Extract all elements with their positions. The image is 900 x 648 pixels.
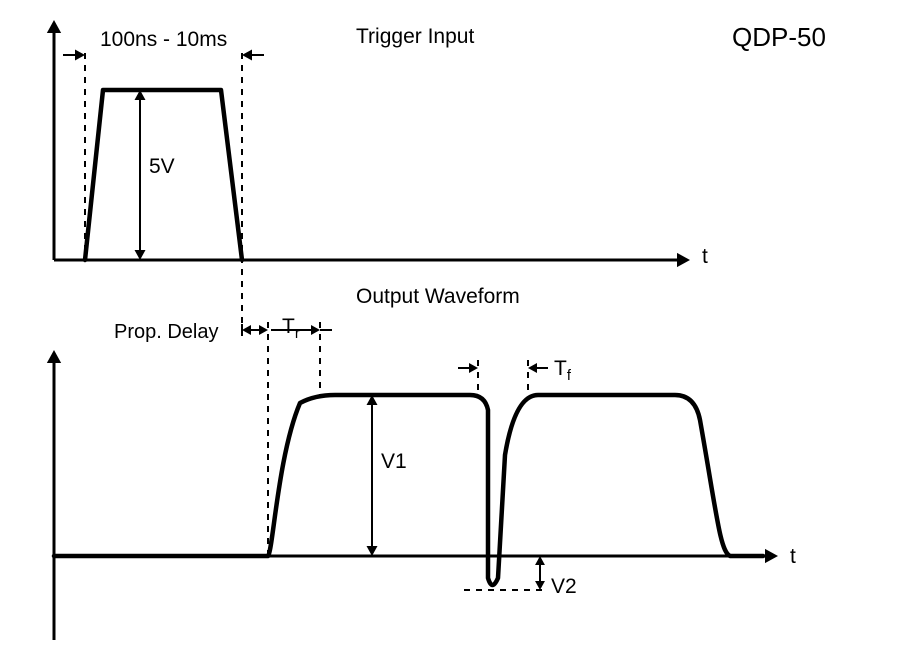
diagram-stage: Trigger Input QDP-50 100ns - 10ms 5V t O… bbox=[0, 0, 900, 648]
label-trigger-input: Trigger Input bbox=[356, 25, 474, 49]
label-output-waveform: Output Waveform bbox=[356, 285, 520, 309]
label-tf: Tf bbox=[554, 357, 571, 384]
label-v1: V1 bbox=[381, 450, 407, 474]
label-5v: 5V bbox=[149, 155, 175, 179]
label-t-top: t bbox=[702, 245, 708, 269]
label-v2: V2 bbox=[551, 575, 577, 599]
label-tr: Tr bbox=[282, 315, 300, 342]
label-prop-delay: Prop. Delay bbox=[114, 321, 219, 344]
label-t-bot: t bbox=[790, 545, 796, 569]
label-product: QDP-50 bbox=[732, 22, 826, 53]
label-pulse-width: 100ns - 10ms bbox=[100, 28, 227, 52]
